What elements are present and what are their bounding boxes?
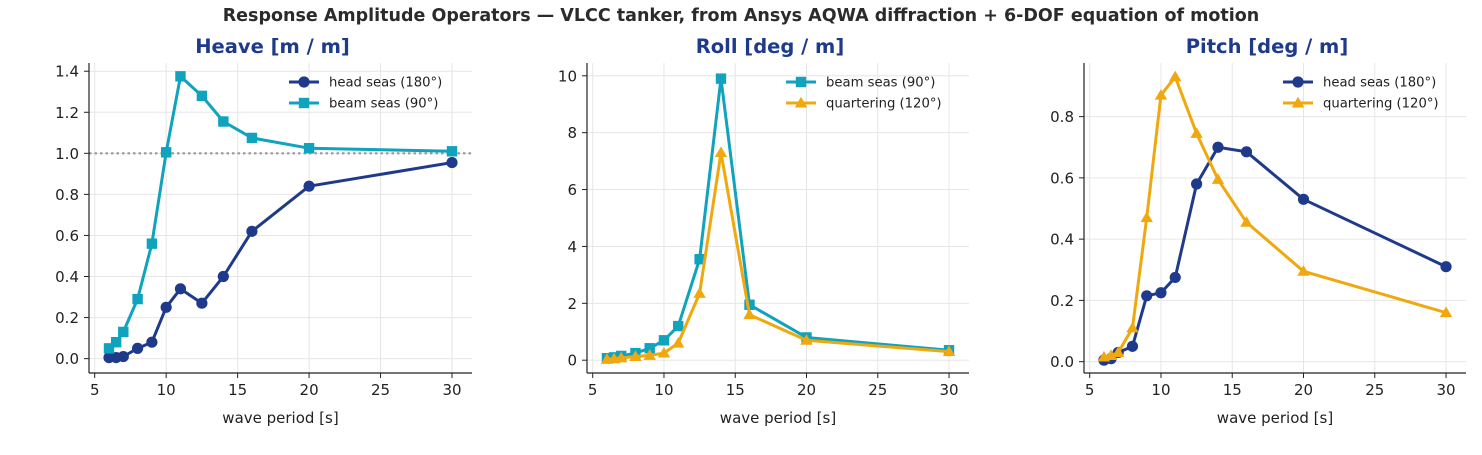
heave-data-point — [246, 132, 258, 144]
figure-title: Response Amplitude Operators — VLCC tank… — [222, 6, 1260, 26]
heave-data-point — [132, 293, 143, 305]
heave-data-point — [446, 146, 458, 157]
heave-y-tick-label: 0.6 — [55, 227, 79, 245]
heave-x-axis-label: wave period [s] — [222, 409, 338, 427]
heave-data-point — [196, 297, 208, 309]
heave-y-tick-label: 1.0 — [55, 145, 79, 163]
heave-x-tick-label: 25 — [371, 381, 390, 399]
heave-data-point — [103, 343, 115, 354]
heave-y-tick-label: 0.8 — [55, 186, 79, 204]
heave-legend-label: beam seas (90°) — [329, 97, 438, 112]
heave-data-point — [246, 225, 258, 237]
heave-data-point — [174, 283, 187, 295]
heave-data-point — [217, 270, 229, 283]
heave-plot: 5 10 15 20 25 30 0.0 0.2 0.4 0.6 0.8 1.0 1.2 1.4 Heave… — [55, 35, 472, 427]
heave-series-line — [108, 74, 453, 350]
heave-data-point — [118, 326, 129, 338]
heave-data-point — [175, 71, 186, 82]
heave-data-point — [131, 342, 144, 354]
heave-data-point — [196, 90, 208, 102]
heave-x-tick-label: 15 — [228, 381, 247, 399]
heave-data-point — [146, 336, 158, 348]
heave-data-point — [303, 180, 315, 192]
heave-chart-title: Heave [m / m] — [195, 35, 350, 58]
heave-y-tick-label: 0.2 — [55, 309, 79, 327]
heave-data-point — [146, 238, 158, 249]
heave-x-tick-label: 20 — [300, 381, 319, 399]
heave-y-tick-label: 0.0 — [55, 350, 79, 368]
heave-y-tick-label: 1.2 — [55, 104, 79, 122]
heave-data-point — [160, 301, 172, 313]
heave-data-point — [218, 116, 229, 127]
heave-legend: head seas (180°) beam seas (90°) — [289, 76, 442, 112]
heave-x-tick-label: 10 — [157, 381, 176, 399]
heave-data-point — [110, 337, 122, 348]
heave-x-tick-label: 30 — [442, 381, 461, 399]
heave-legend-marker — [298, 97, 310, 109]
heave-data-point — [446, 156, 458, 169]
heave-series-beam — [103, 71, 458, 354]
heave-x-tick-label: 5 — [90, 381, 100, 399]
heave-data-point — [303, 142, 315, 154]
heave-y-tick-label: 1.4 — [55, 63, 79, 81]
heave-legend-marker — [298, 76, 310, 88]
heave-legend-label: head seas (180°) — [329, 76, 442, 91]
heave-y-tick-label: 0.4 — [55, 268, 79, 286]
heave-series-head — [103, 156, 458, 364]
heave-data-point — [160, 147, 172, 158]
heave-data-point — [117, 350, 129, 363]
